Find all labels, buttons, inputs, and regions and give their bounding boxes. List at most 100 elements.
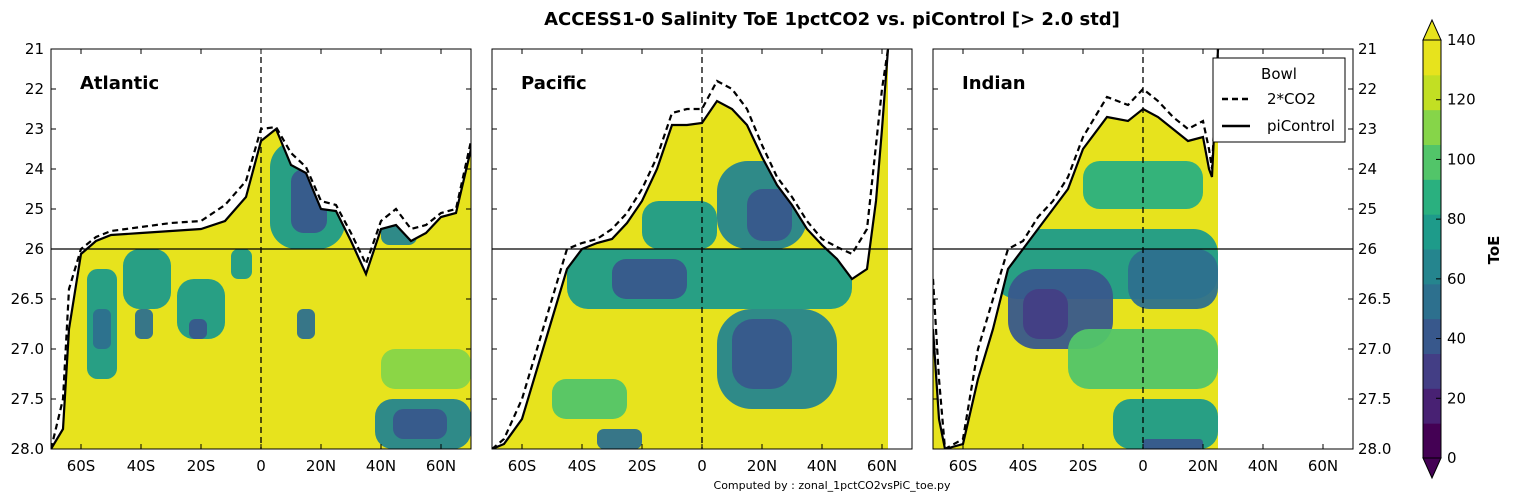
y-tick-label: 28.0 (11, 440, 44, 458)
toe-patch (1023, 289, 1068, 339)
y-tick-label: 26.5 (1358, 290, 1391, 308)
toe-patch (567, 249, 852, 309)
x-tick-label: 60N (426, 457, 456, 475)
legend-label-picontrol: piControl (1267, 117, 1335, 135)
colorbar-frame (1422, 39, 1442, 459)
colorbar-tick-label: 0 (1447, 449, 1457, 467)
toe-patch (612, 259, 687, 299)
colorbar-segment (1423, 214, 1441, 250)
toe-patch (189, 319, 207, 339)
legend: Bowl 2*CO2 piControl (1212, 57, 1346, 143)
x-tick-label: 20S (628, 457, 657, 475)
colorbar-segment (1423, 144, 1441, 180)
colorbar-label: ToE (1485, 236, 1503, 265)
chart-title: ACCESS1-0 Salinity ToE 1pctCO2 vs. piCon… (544, 9, 1120, 30)
y-tick-label: 26.5 (11, 290, 44, 308)
colorbar-tick-label: 80 (1447, 210, 1466, 228)
y-tick-label: 22 (25, 80, 44, 98)
bowl-picontrol-line (933, 49, 1220, 449)
toe-patch (1143, 439, 1203, 449)
toe-patch (1128, 249, 1218, 309)
y-tick-label: 21 (25, 40, 44, 58)
legend-title: Bowl (1261, 65, 1297, 83)
toe-patch (642, 201, 717, 249)
toe-patch (93, 309, 111, 349)
x-tick-label: 40N (1248, 457, 1278, 475)
x-tick-label: 40S (127, 457, 156, 475)
x-tick-label: 0 (256, 457, 266, 475)
colorbar-segment (1423, 179, 1441, 215)
panels: 60S 40S 20S 0 20N 40N 60N Atlantic 60S 40S 20S 0 20N… (11, 40, 1392, 475)
x-tick-label: 20N (306, 457, 336, 475)
bowl-2co2-line (51, 125, 471, 449)
x-tick-label: 0 (697, 457, 707, 475)
y-tick-label: 24 (25, 160, 44, 178)
y-tick-label: 27.5 (1358, 390, 1391, 408)
colorbar-segment (1423, 353, 1441, 389)
y-tick-label: 21 (1358, 40, 1377, 58)
x-tick-label: 20S (1069, 457, 1098, 475)
toe-patch (1113, 399, 1218, 449)
colorbar-segment (1423, 283, 1441, 320)
colorbar-tick-label: 20 (1447, 389, 1466, 407)
toe-patch (747, 189, 792, 241)
colorbar-tick-label: 60 (1447, 270, 1466, 288)
colorbar-segment (1423, 318, 1441, 354)
y-tick-label: 22 (1358, 80, 1377, 98)
x-tick-label: 40S (568, 457, 597, 475)
basin-label: Pacific (521, 73, 587, 94)
x-tick-label: 60N (867, 457, 897, 475)
y-tick-label: 26 (1358, 240, 1377, 258)
x-tick-label: 40N (807, 457, 837, 475)
x-tick-label: 60S (949, 457, 978, 475)
colorbar-extend-bottom (1422, 457, 1442, 480)
colorbar-extend-top (1422, 18, 1442, 41)
bowl-2co2-line (933, 49, 1220, 449)
colorbar-tick-label: 40 (1447, 330, 1466, 348)
x-tick-label: 20N (747, 457, 777, 475)
x-tick-label: 20S (187, 457, 216, 475)
toe-patch (123, 249, 171, 309)
y-tick-label: 26 (25, 240, 44, 258)
colorbar-segment (1423, 74, 1441, 111)
colorbar-segment (1423, 40, 1441, 76)
panel-atlantic: 60S 40S 20S 0 20N 40N 60N Atlantic (50, 48, 472, 475)
y-tick-label: 27.0 (1358, 340, 1391, 358)
colorbar: 0 20 40 60 80 100 120 140 ToE (1422, 18, 1503, 480)
x-tick-label: 60N (1308, 457, 1338, 475)
toe-patch (135, 309, 153, 339)
footer-note: Computed by : zonal_1pctCO2vsPiC_toe.py (714, 479, 951, 492)
y-tick-label: 27.0 (11, 340, 44, 358)
y-tick-label: 28.0 (1358, 440, 1391, 458)
colorbar-segment (1423, 109, 1441, 145)
x-tick-label: 60S (508, 457, 537, 475)
bowl-2co2-line (492, 49, 890, 449)
toe-patch (732, 319, 792, 389)
colorbar-tick-label: 140 (1447, 31, 1476, 49)
x-tick-label: 40S (1009, 457, 1038, 475)
x-tick-label: 0 (1138, 457, 1148, 475)
toe-patch (231, 249, 252, 279)
colorbar-tick-label: 100 (1447, 150, 1476, 168)
colorbar-segment (1423, 423, 1441, 459)
panel-pacific: 60S 40S 20S 0 20N 40N 60N Pacific (491, 48, 913, 475)
y-tick-label: 25 (25, 200, 44, 218)
toe-patch (552, 379, 627, 419)
bowl-picontrol-line (51, 127, 471, 449)
toe-patch (1083, 161, 1203, 209)
toe-patch (393, 409, 447, 439)
colorbar-segment (1423, 249, 1441, 285)
colorbar-tick-label: 120 (1447, 91, 1476, 109)
y-tick-label: 27.5 (11, 390, 44, 408)
toe-patch (177, 279, 225, 339)
toe-patch (597, 429, 642, 449)
toe-patch (297, 309, 315, 339)
y-tick-label: 23 (25, 120, 44, 138)
x-tick-label: 60S (67, 457, 96, 475)
basin-label: Atlantic (80, 73, 159, 94)
y-tick-label: 24 (1358, 160, 1377, 178)
colorbar-segment (1423, 388, 1441, 424)
basin-label: Indian (962, 73, 1026, 94)
x-tick-label: 40N (366, 457, 396, 475)
